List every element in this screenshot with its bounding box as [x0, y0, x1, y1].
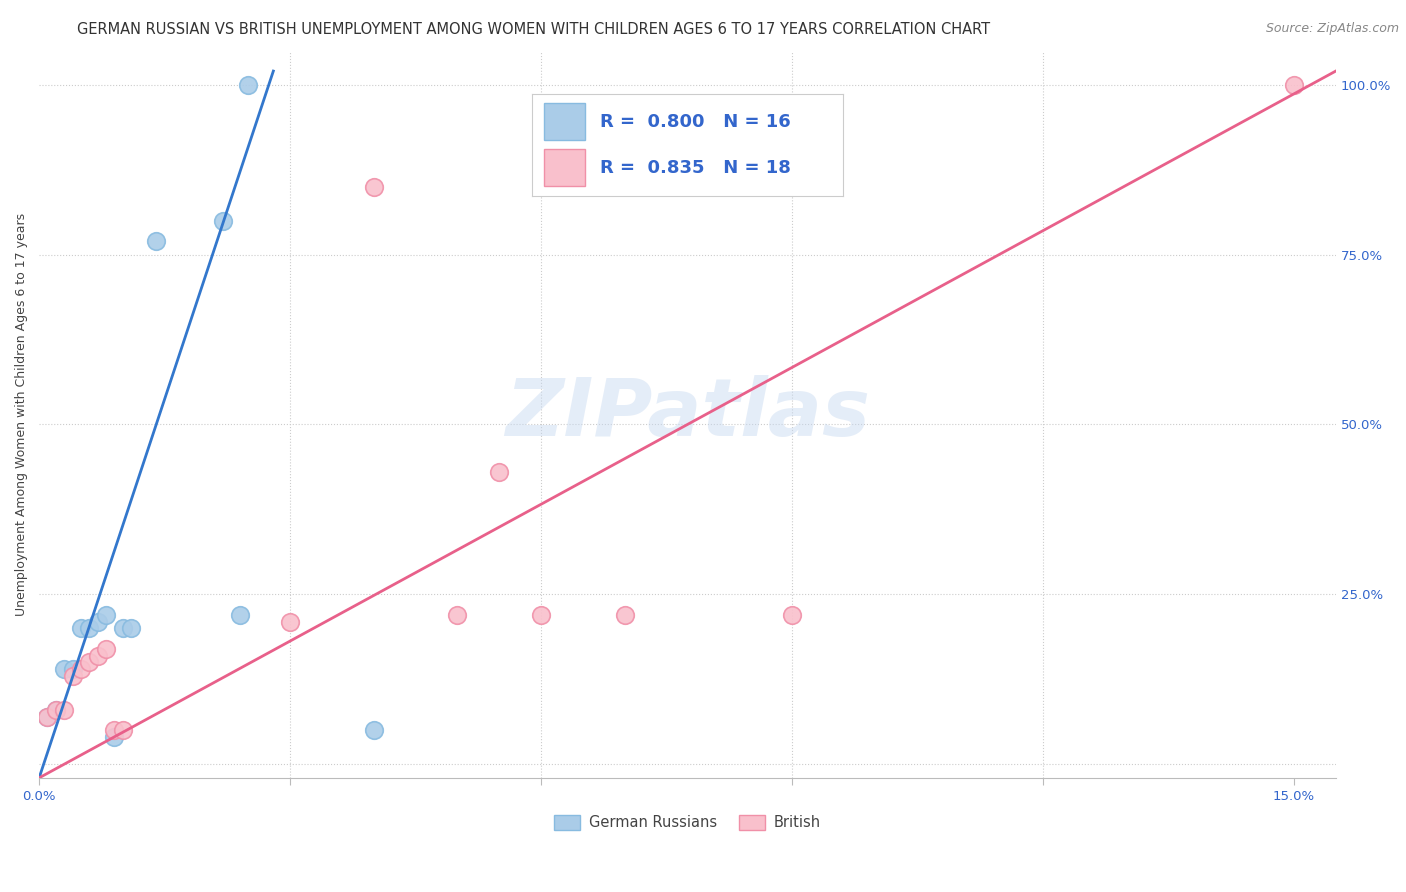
Y-axis label: Unemployment Among Women with Children Ages 6 to 17 years: Unemployment Among Women with Children A…: [15, 212, 28, 615]
Point: [53, 703, 76, 717]
Point: [446, 607, 468, 622]
Point: [238, 78, 260, 92]
Point: [86, 615, 108, 629]
Point: [53, 662, 76, 676]
Point: [45, 703, 67, 717]
Point: [79, 656, 101, 670]
Text: GERMAN RUSSIAN VS BRITISH UNEMPLOYMENT AMONG WOMEN WITH CHILDREN AGES 6 TO 17 YE: GERMAN RUSSIAN VS BRITISH UNEMPLOYMENT A…: [77, 22, 990, 37]
Point: [70, 662, 93, 676]
Point: [94, 641, 117, 656]
Point: [79, 621, 101, 635]
Point: [111, 723, 134, 738]
Point: [45, 703, 67, 717]
Legend: German Russians, British: German Russians, British: [548, 809, 827, 836]
Point: [488, 465, 510, 479]
Point: [229, 607, 252, 622]
Point: [1282, 78, 1305, 92]
Point: [103, 723, 125, 738]
Point: [120, 621, 142, 635]
Text: Source: ZipAtlas.com: Source: ZipAtlas.com: [1265, 22, 1399, 36]
Point: [103, 730, 125, 744]
Point: [780, 607, 803, 622]
Point: [278, 615, 301, 629]
Point: [613, 607, 636, 622]
Text: ZIPatlas: ZIPatlas: [505, 376, 870, 453]
Point: [363, 723, 385, 738]
Point: [145, 234, 167, 248]
Point: [212, 213, 235, 227]
Point: [111, 621, 134, 635]
Point: [70, 621, 93, 635]
Point: [37, 709, 59, 723]
Point: [62, 669, 84, 683]
Point: [62, 662, 84, 676]
Point: [86, 648, 108, 663]
Point: [94, 607, 117, 622]
Point: [37, 709, 59, 723]
Point: [363, 179, 385, 194]
Point: [530, 607, 553, 622]
